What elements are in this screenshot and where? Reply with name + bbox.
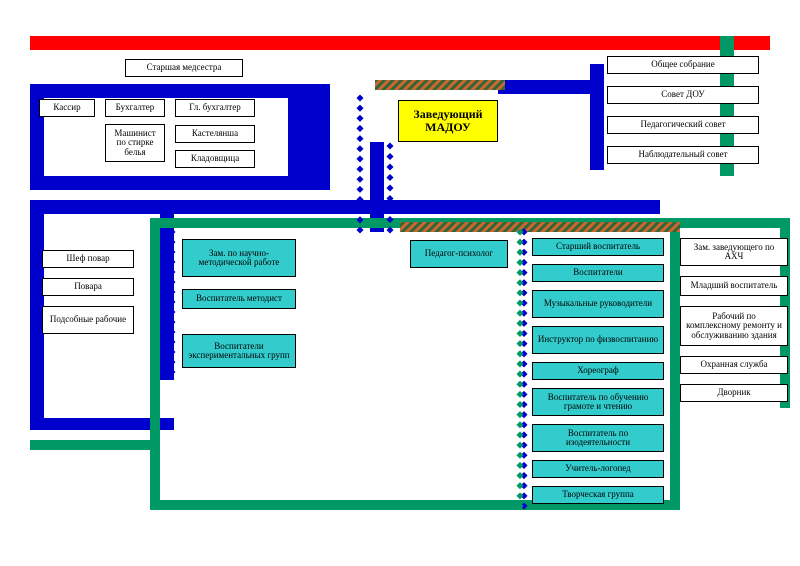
n-ohrana: Охранная служба bbox=[680, 356, 788, 374]
n-gl-bukh: Гл. бухгалтер bbox=[175, 99, 255, 117]
n-tvor: Творческая группа bbox=[532, 486, 664, 504]
n-sovet: Совет ДОУ bbox=[607, 86, 759, 104]
diagram-stage: Старшая медсестра Общее собрание Кассир Бух… bbox=[0, 0, 800, 566]
n-obshchee: Общее собрание bbox=[607, 56, 759, 74]
n-logoped: Учитель-логопед bbox=[532, 460, 664, 478]
n-pedsovet: Педагогический совет bbox=[607, 116, 759, 134]
n-vospit: Воспитатели bbox=[532, 264, 664, 282]
n-pedagog: Педагог-психолог bbox=[410, 240, 508, 268]
n-st-vosp: Старший воспитатель bbox=[532, 238, 664, 256]
n-podsob: Подсобные рабочие bbox=[42, 306, 134, 334]
n-kladov: Кладовщица bbox=[175, 150, 255, 168]
n-muz: Музыкальные руководители bbox=[532, 290, 664, 318]
n-gram: Воспитатель по обучению грамоте и чтению bbox=[532, 388, 664, 416]
n-horeo: Хореограф bbox=[532, 362, 664, 380]
n-instr: Инструктор по физвоспитанию bbox=[532, 326, 664, 354]
n-povara: Повара bbox=[42, 278, 134, 296]
n-zam-nauch: Зам. по научно-методической работе bbox=[182, 239, 296, 277]
n-nablyud: Наблюдательный совет bbox=[607, 146, 759, 164]
n-vosp-eksp: Воспитатели экспериментальных групп bbox=[182, 334, 296, 368]
n-shef: Шеф повар bbox=[42, 250, 134, 268]
n-izo: Воспитатель по изодеятельности bbox=[532, 424, 664, 452]
n-vosp-metod: Воспитатель методист bbox=[182, 289, 296, 309]
n-zam-ahch: Зам. заведующего по АХЧ bbox=[680, 238, 788, 266]
n-bukhgalter: Бухгалтер bbox=[105, 99, 165, 117]
n-kastel: Кастелянша bbox=[175, 125, 255, 143]
n-central: Заведующий МАДОУ bbox=[398, 100, 498, 142]
n-mashinist: Машинист по стирке белья bbox=[105, 124, 165, 162]
n-rabochiy: Рабочий по комплексному ремонту и обслуж… bbox=[680, 306, 788, 346]
n-starshaya-medsestra: Старшая медсестра bbox=[125, 59, 243, 77]
n-kassir: Кассир bbox=[39, 99, 95, 117]
n-dvornik: Дворник bbox=[680, 384, 788, 402]
n-mlad: Младший воспитатель bbox=[680, 276, 788, 296]
